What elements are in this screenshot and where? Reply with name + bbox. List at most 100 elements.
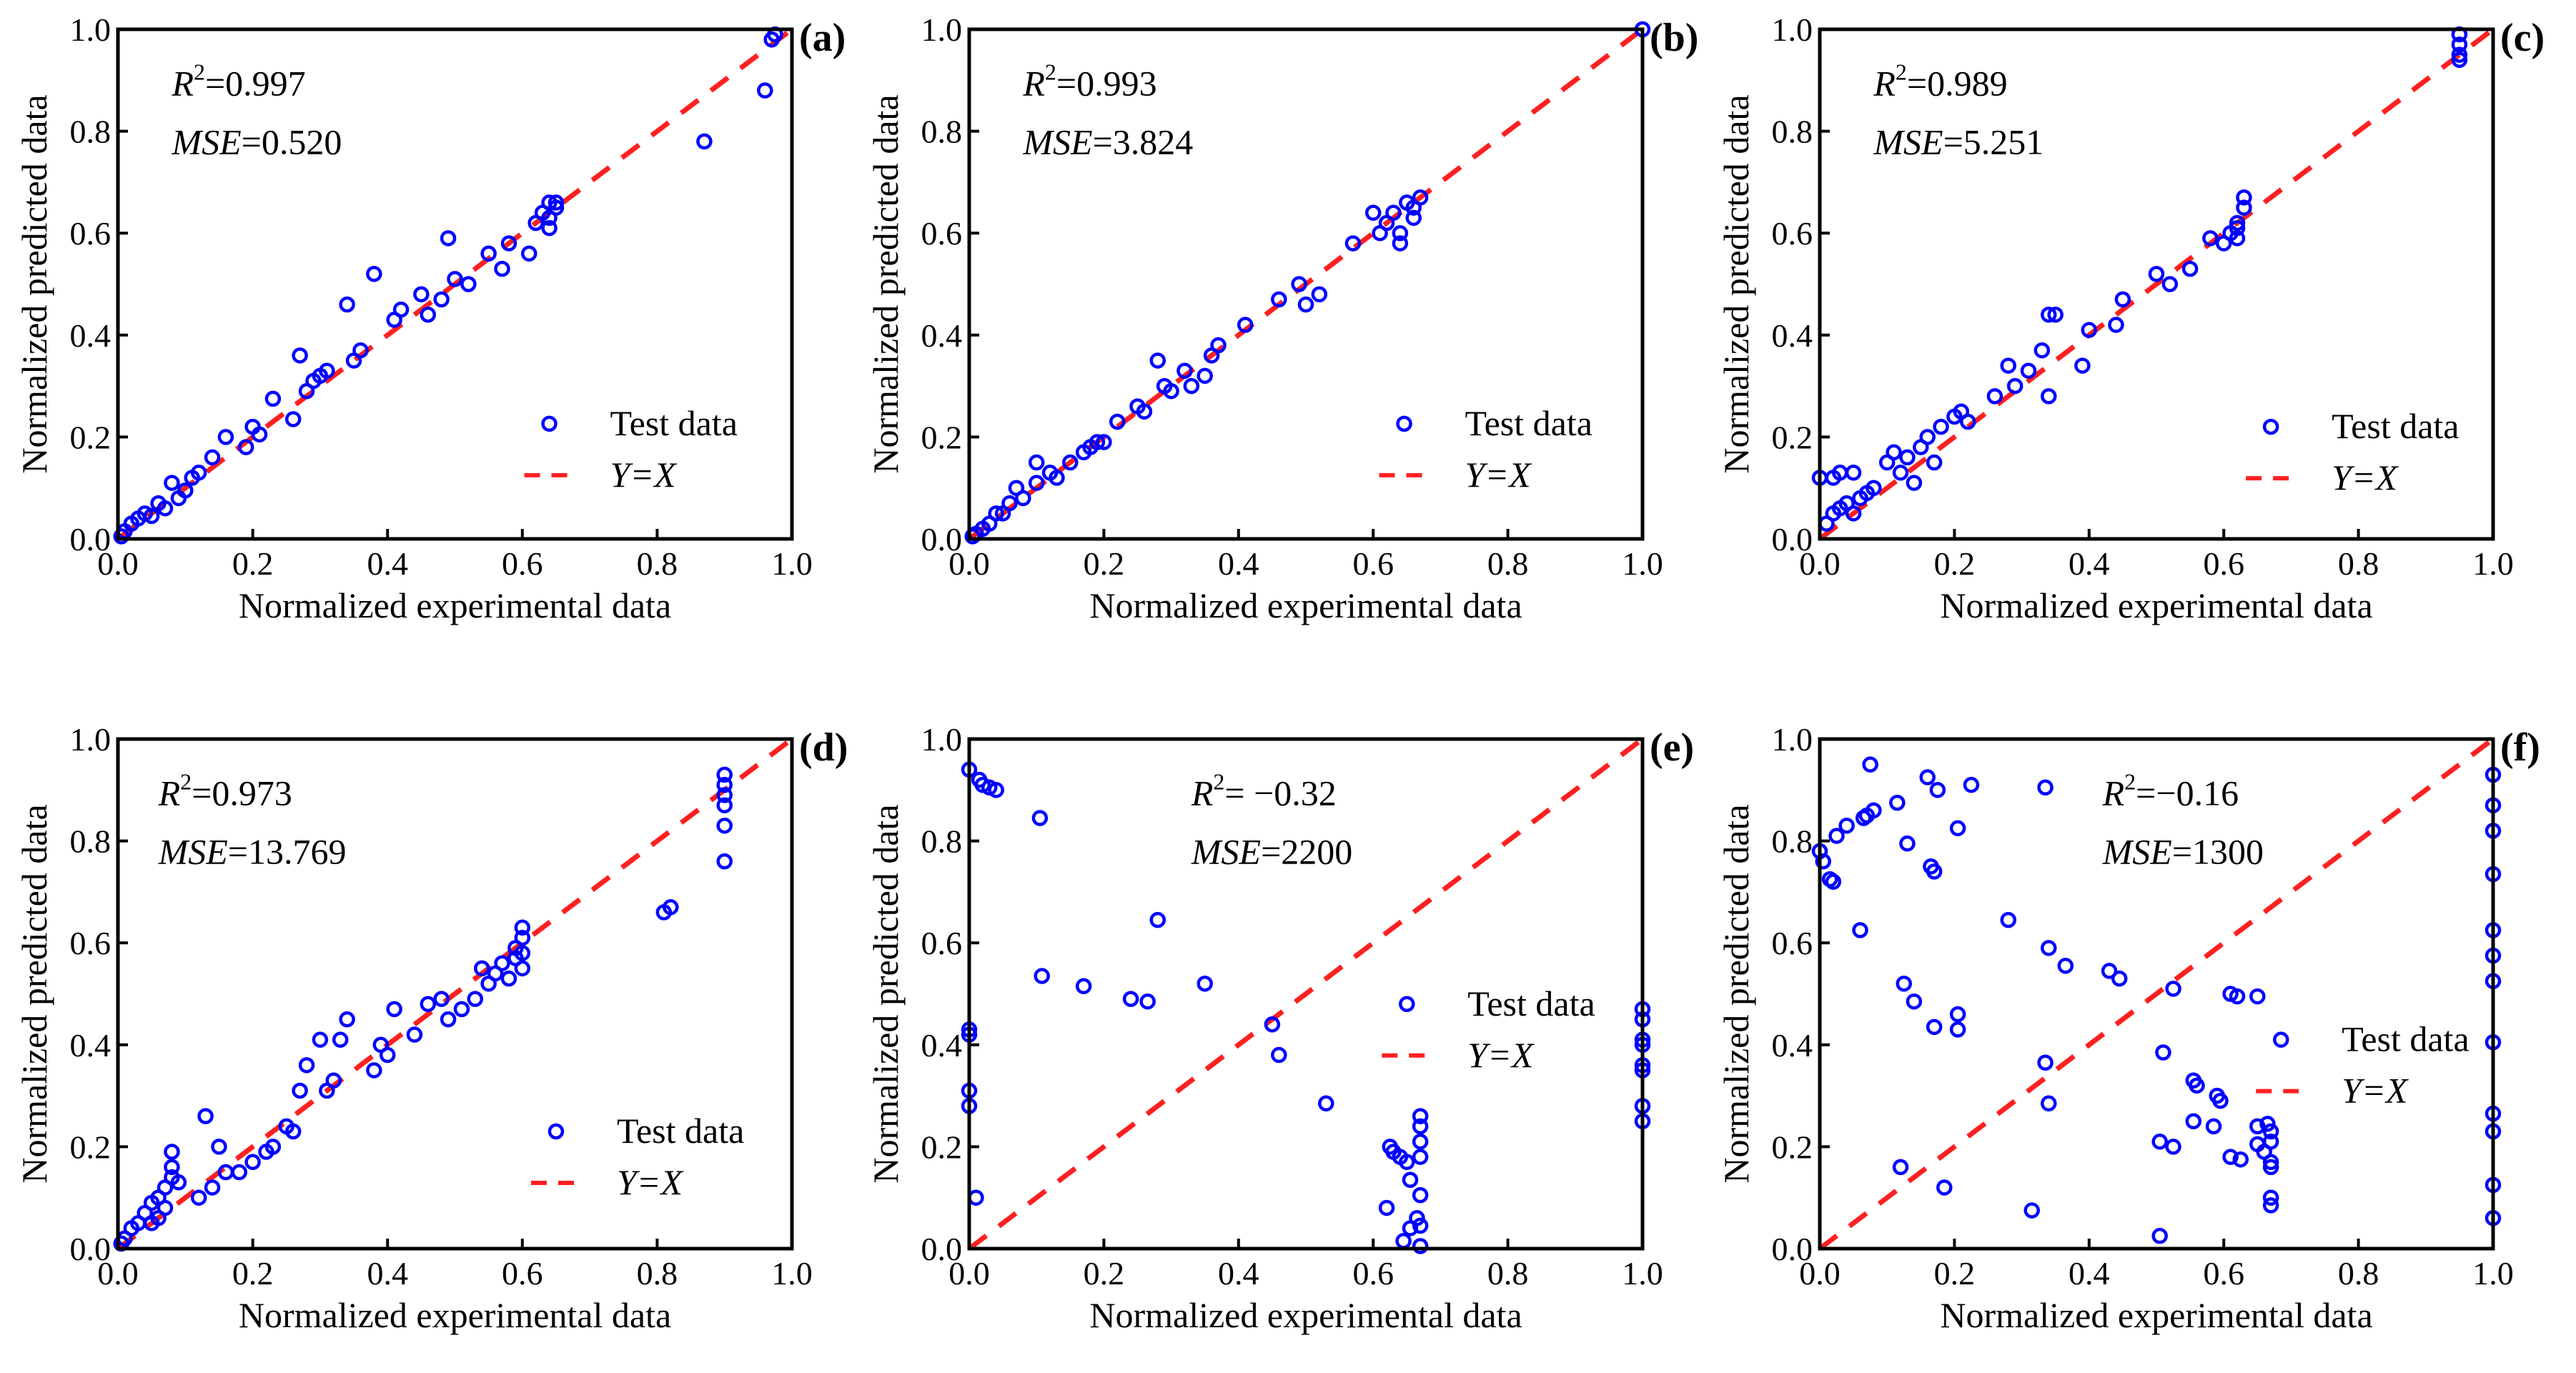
x-tick-label: 0.6	[1352, 1255, 1394, 1292]
data-point	[1075, 978, 1092, 995]
y-tick-label: 0.4	[1772, 317, 1813, 354]
data-point	[264, 1139, 282, 1155]
data-point	[392, 301, 410, 318]
y-tick-label: 0.4	[921, 317, 963, 354]
panel-f: 0.0 0.2 0.4 0.6 0.8 1.0 0.0 0.2 0.4 0.6 0.8 1.0 Norm…	[1716, 721, 2540, 1335]
data-point	[460, 276, 477, 292]
data-point	[1892, 465, 1909, 481]
data-point	[1364, 204, 1382, 221]
data-point	[2212, 1092, 2229, 1109]
y-tick-label: 1.0	[921, 721, 963, 758]
data-point	[1412, 1108, 1429, 1124]
legend: Test data Y=X	[1379, 403, 1592, 495]
data-point	[1906, 993, 1923, 1010]
x-tick-label: 0.0	[948, 1255, 990, 1292]
data-point	[1402, 1171, 1419, 1188]
data-point	[1264, 1016, 1281, 1033]
x-tick-label: 1.0	[2472, 545, 2514, 582]
r-squared-annotation: R2=0.997	[171, 59, 305, 104]
data-point	[366, 265, 382, 282]
x-tick-label: 0.4	[2069, 1255, 2110, 1292]
data-point	[379, 1046, 396, 1064]
r-squared-annotation: R2=−0.16	[2102, 769, 2239, 813]
legend-label-test-data: Test data	[1465, 403, 1592, 443]
legend-label-test-data: Test data	[1467, 983, 1595, 1023]
y-tick-label: 0.2	[1772, 419, 1813, 455]
data-point	[2033, 342, 2051, 359]
data-point	[339, 1011, 355, 1028]
x-tick-label: 0.0	[1799, 545, 1841, 582]
r-squared-symbol: R	[1022, 64, 1045, 104]
data-point	[1395, 1233, 1412, 1249]
data-point	[716, 797, 733, 813]
data-point	[2202, 230, 2219, 247]
x-axis-label: Normalized experimental data	[1089, 1295, 1522, 1335]
data-point	[1028, 454, 1045, 471]
r-squared-value: =0.973	[192, 773, 292, 813]
data-point	[2020, 362, 2037, 379]
reference-line-y-equals-x	[1818, 27, 2495, 541]
data-point	[164, 475, 180, 491]
data-point	[237, 439, 254, 455]
panel-c: 0.0 0.2 0.4 0.6 0.8 1.0 0.0 0.2 0.4 0.6 0.8 1.0 Norm…	[1716, 11, 2545, 625]
x-tick-label: 0.2	[1934, 1255, 1976, 1292]
data-point	[663, 899, 679, 916]
data-point	[1949, 820, 1966, 837]
x-tick-label: 0.4	[2069, 545, 2110, 582]
y-tick-label: 0.4	[921, 1027, 963, 1064]
data-point	[447, 271, 463, 287]
data-point	[1889, 794, 1906, 811]
superscript-2: 2	[194, 59, 205, 85]
x-tick-label: 0.2	[1084, 545, 1125, 582]
data-point	[1412, 1134, 1429, 1150]
x-tick-label: 0.6	[2203, 545, 2244, 582]
y-axis-label: Normalized predicted data	[1716, 94, 1756, 473]
data-point	[284, 411, 302, 427]
data-point	[2165, 981, 2181, 997]
data-point	[170, 1174, 187, 1191]
legend: Test data Y=X	[530, 1111, 744, 1202]
data-point	[2222, 1149, 2239, 1165]
data-point	[988, 782, 1004, 798]
y-tick-label: 0.6	[1772, 925, 1813, 961]
data-point	[2006, 377, 2023, 395]
mse-annotation: MSE=13.769	[158, 832, 347, 872]
data-point	[1899, 835, 1916, 852]
data-point	[2074, 357, 2091, 374]
data-point	[1109, 413, 1126, 430]
data-point	[1297, 296, 1314, 313]
data-point	[1291, 276, 1307, 292]
data-point	[1149, 352, 1166, 369]
legend-label-y-equals-x: Y=X	[617, 1162, 685, 1202]
data-point	[520, 245, 538, 262]
y-axis-label: Normalized predicted data	[14, 804, 54, 1183]
data-point	[440, 230, 457, 247]
x-tick-label: 0.2	[1084, 1255, 1125, 1292]
data-point	[716, 787, 733, 803]
r-squared-value: =0.989	[1907, 64, 2008, 104]
data-point	[2181, 260, 2199, 277]
x-tick-label: 0.0	[1799, 1255, 1841, 1292]
mse-symbol: MSE	[171, 122, 241, 162]
data-point	[541, 219, 558, 237]
data-point	[1825, 873, 1842, 890]
axes-frame	[1818, 27, 2495, 541]
panel-label: (e)	[1650, 725, 1694, 770]
legend-label-y-equals-x: Y=X	[610, 455, 678, 495]
r-squared-annotation: R2=0.993	[1022, 59, 1156, 104]
mse-value: =13.769	[228, 832, 347, 872]
data-point	[1899, 449, 1916, 466]
data-point	[2232, 1151, 2249, 1168]
data-point	[716, 853, 733, 870]
x-axis-label: Normalized experimental data	[239, 1295, 671, 1335]
data-point	[1815, 853, 1831, 870]
data-point	[2229, 214, 2246, 232]
legend: Test data Y=X	[1382, 983, 1595, 1075]
data-point	[2108, 317, 2124, 333]
data-point	[1852, 922, 1868, 938]
y-tick-label: 0.8	[921, 823, 963, 860]
y-tick-label: 0.2	[1772, 1129, 1813, 1165]
data-point	[2000, 357, 2017, 374]
data-point	[2023, 1202, 2040, 1219]
data-point	[332, 1031, 349, 1048]
